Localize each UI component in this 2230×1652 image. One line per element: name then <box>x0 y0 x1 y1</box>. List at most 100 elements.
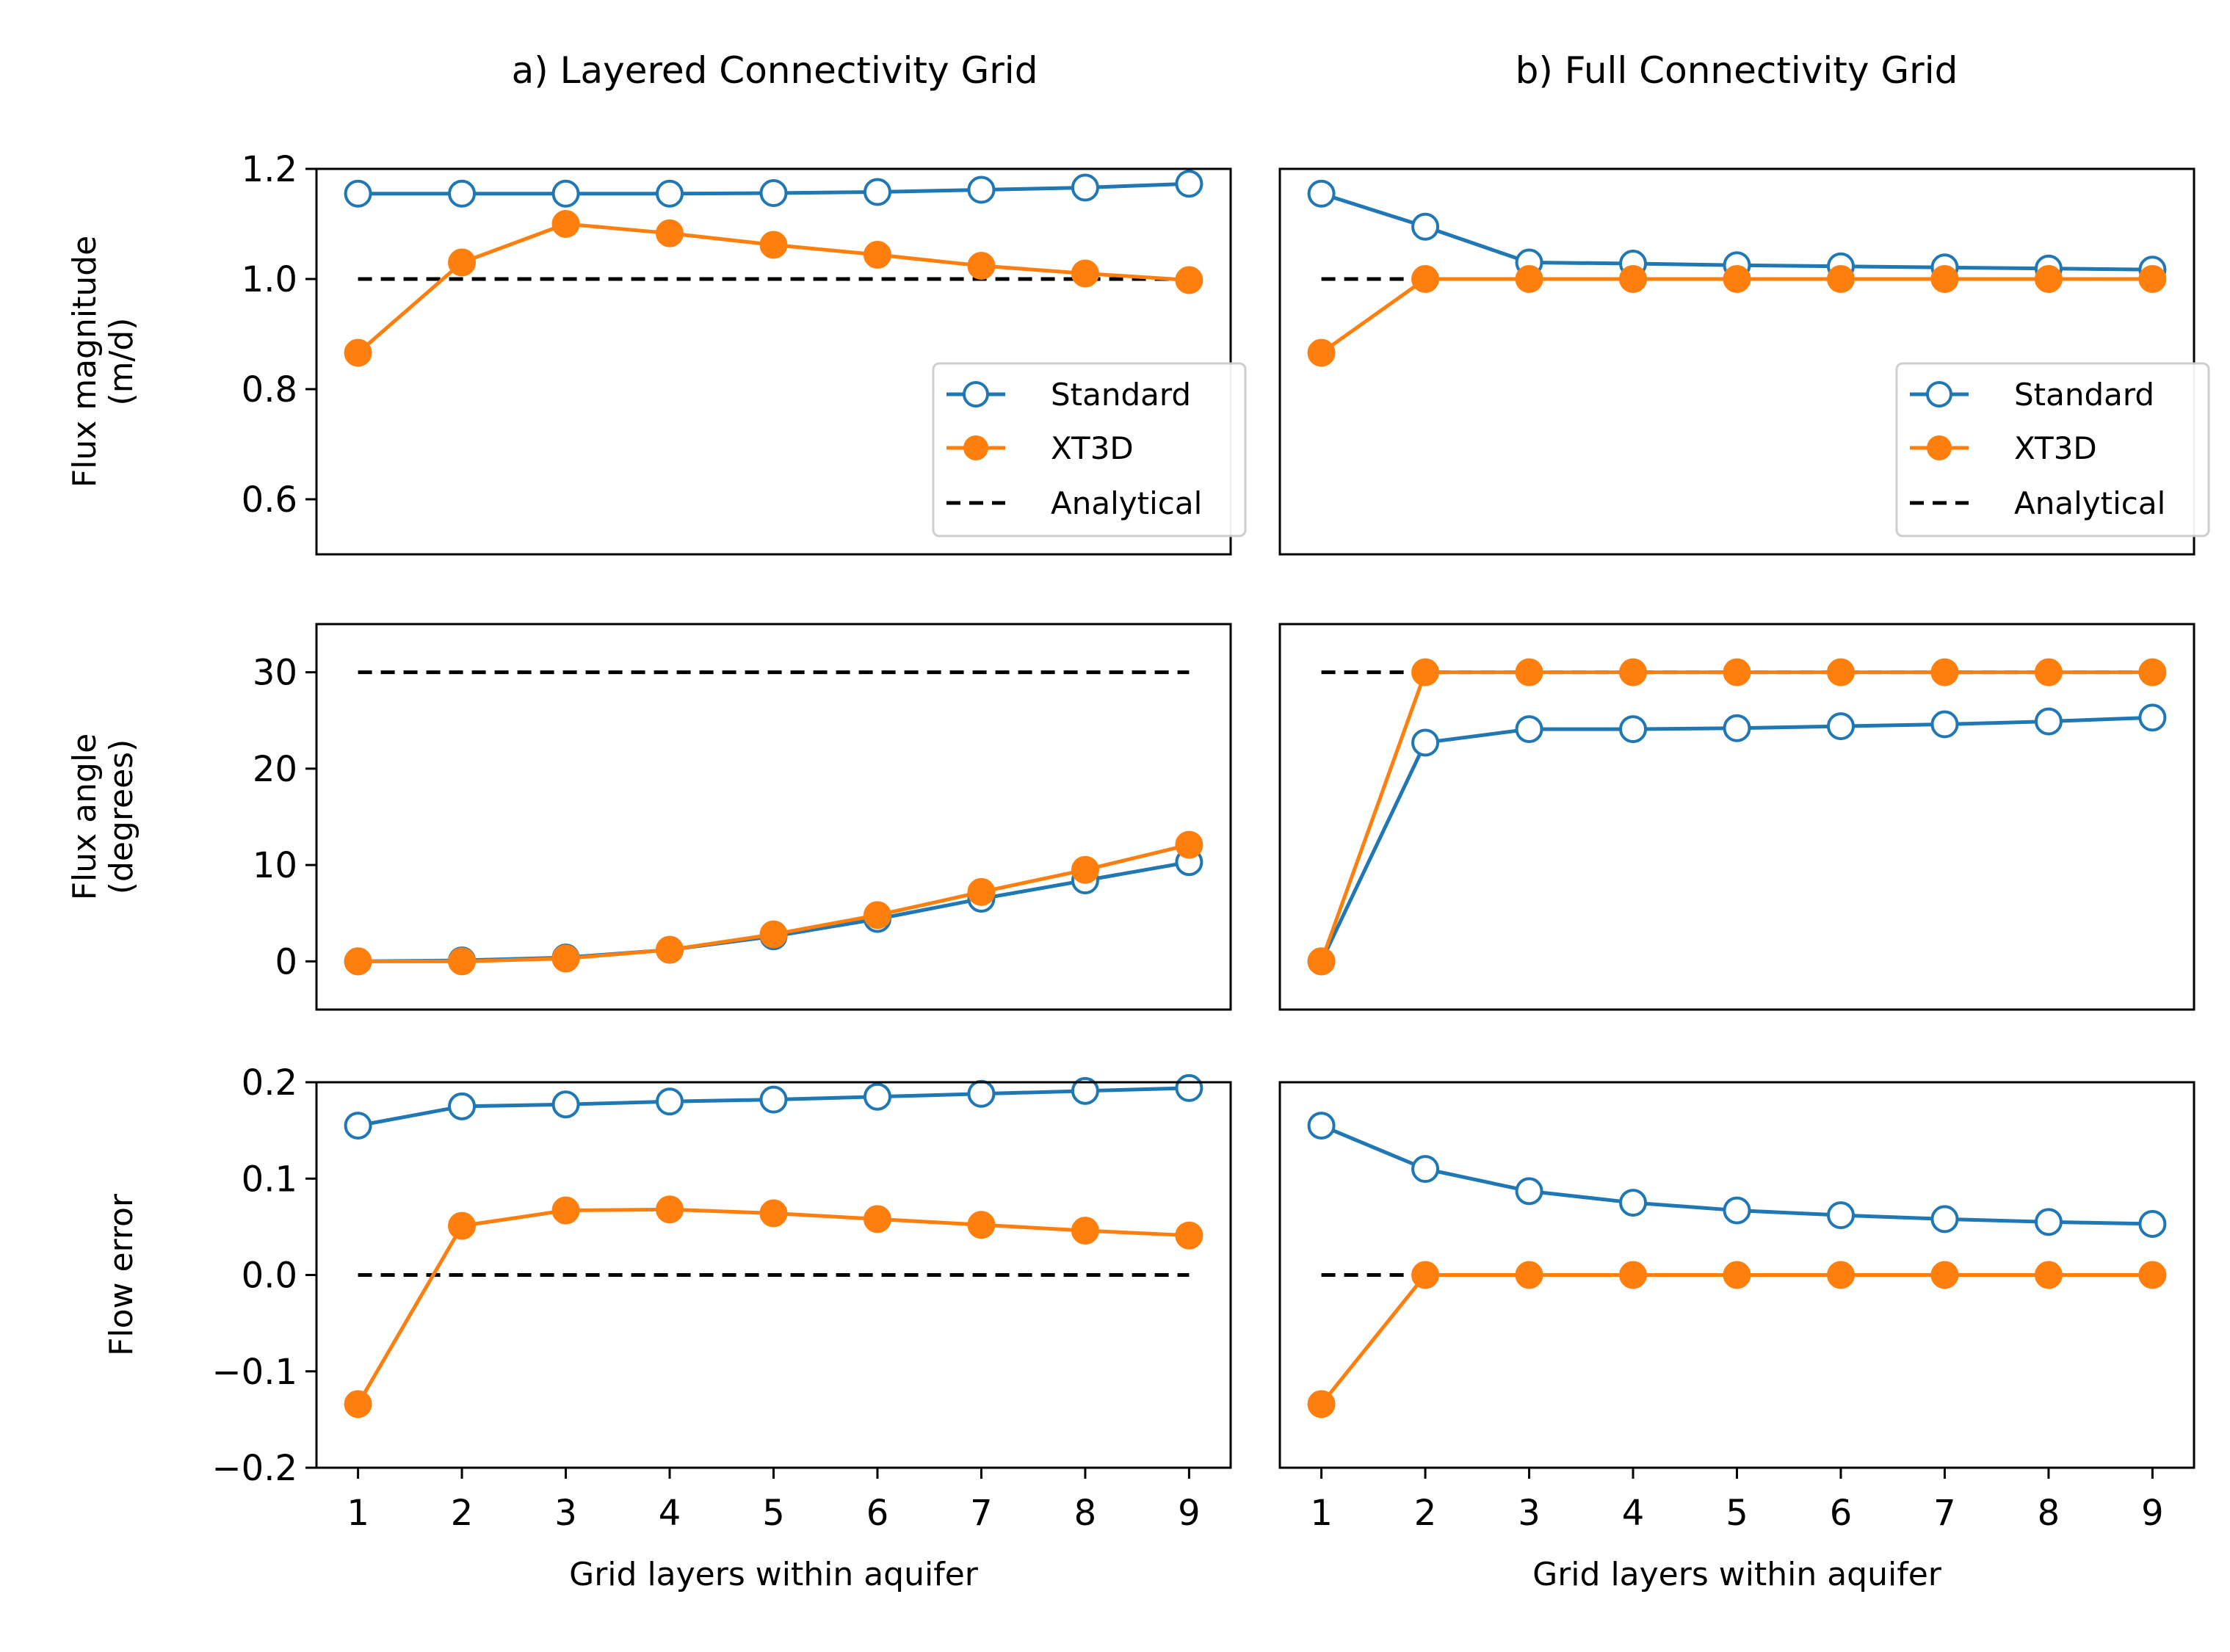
panel-frame <box>1278 1081 2195 1469</box>
standard-point <box>863 1082 891 1111</box>
standard-point <box>1411 212 1440 241</box>
standard-point <box>1515 1177 1543 1206</box>
legend: Standard XT3D Analytical <box>932 362 1247 537</box>
standard-point <box>967 175 996 204</box>
standard-point <box>1175 170 1203 198</box>
column-title-b: b) Full Connectivity Grid <box>1516 49 1958 92</box>
x-tick-label: 7 <box>970 1493 993 1534</box>
xt3d-point <box>967 877 996 906</box>
standard-point <box>1826 712 1855 741</box>
xt3d-point <box>1930 658 1959 686</box>
x-tick-label: 4 <box>1622 1493 1645 1534</box>
xt3d-point <box>1411 658 1440 686</box>
standard-point <box>656 1087 684 1116</box>
legend-standard-label: Standard <box>1051 377 1191 413</box>
xt3d-point <box>1826 265 1855 293</box>
y-axis-label-line: Flux magnitude <box>66 236 104 488</box>
x-tick-label: 1 <box>347 1493 369 1534</box>
xt3d-point <box>2034 658 2063 686</box>
x-tick-label: 2 <box>1414 1493 1437 1534</box>
x-tick-label: 8 <box>1074 1493 1097 1534</box>
x-tick-label: 5 <box>1726 1493 1748 1534</box>
legend: Standard XT3D Analytical <box>1895 362 2210 537</box>
legend-analytical-label: Analytical <box>2014 485 2165 521</box>
y-tick-label: 10 <box>253 845 297 886</box>
standard-point <box>1930 1205 1959 1233</box>
xt3d-point <box>656 1195 684 1224</box>
xt3d-point <box>967 1211 996 1239</box>
xt3d-point <box>1515 1261 1543 1289</box>
xt3d-point <box>448 1211 477 1240</box>
panel-frame <box>315 167 1232 556</box>
standard-point <box>344 1112 372 1140</box>
xt3d-point <box>344 947 372 976</box>
panel-frame <box>1278 623 2195 1011</box>
x-tick-label: 8 <box>2038 1493 2060 1534</box>
standard-point <box>2034 1208 2063 1236</box>
xt3d-point <box>1930 1261 1959 1289</box>
legend-standard-marker <box>963 381 989 407</box>
x-axis-label: Grid layers within aquifer <box>569 1556 979 1593</box>
panel-r1-c1: 0.6 0.8 1.0 1.2 Flux magnitude(m/d) Standard X… <box>66 149 1247 556</box>
y-tick-label: 0.1 <box>242 1159 297 1200</box>
xt3d-point <box>759 1199 788 1228</box>
panels-group: 0.6 0.8 1.0 1.2 Flux magnitude(m/d) Standard X… <box>66 149 2210 1593</box>
xt3d-point <box>344 338 372 367</box>
x-tick-label: 3 <box>1518 1493 1541 1534</box>
xt3d-point <box>967 252 996 280</box>
y-tick-label: 0 <box>275 941 297 982</box>
xt3d-point <box>1619 1261 1648 1289</box>
standard-point <box>1307 179 1336 208</box>
standard-point <box>967 1079 996 1108</box>
x-axis-label: Grid layers within aquifer <box>1532 1556 1942 1593</box>
standard-point <box>1071 1076 1099 1105</box>
xt3d-point <box>1723 658 1751 686</box>
standard-point <box>1411 728 1440 757</box>
standard-point <box>1930 710 1959 739</box>
standard-point <box>1826 1201 1855 1230</box>
panel-frame <box>1278 167 2195 556</box>
xt3d-point <box>1515 658 1543 686</box>
y-axis-label-line: Flow error <box>103 1193 140 1356</box>
panel-r2-c2 <box>1278 623 2195 1011</box>
legend-xt3d-marker <box>1927 435 1952 460</box>
standard-point <box>1723 1196 1751 1225</box>
xt3d-point <box>448 947 477 976</box>
xt3d-point <box>344 1390 372 1419</box>
xt3d-point <box>1619 265 1648 293</box>
xt3d-point <box>551 210 580 238</box>
panel-r3-c1: −0.2 −0.1 0.0 0.1 0.2 1 2 3 4 5 6 7 8 9 Grid layers wi… <box>103 1062 1232 1593</box>
y-tick-label: 0.8 <box>242 369 297 410</box>
y-axis-label-line: (degrees) <box>103 739 140 894</box>
xt3d-point <box>1619 658 1648 686</box>
panel-r2-c1: 0 10 20 30 Flux angle(degrees) <box>66 623 1232 1011</box>
xt3d-point <box>1175 266 1203 294</box>
xt3d-point <box>1826 1261 1855 1289</box>
standard-point <box>1175 1073 1203 1102</box>
x-tick-label: 6 <box>866 1493 889 1534</box>
xt3d-point <box>1723 265 1751 293</box>
standard-point <box>2034 707 2063 736</box>
standard-point <box>1619 1189 1648 1217</box>
xt3d-point <box>656 219 684 247</box>
xt3d-point <box>1307 338 1336 367</box>
y-axis-label-line: Flux angle <box>66 733 104 901</box>
legend-xt3d-label: XT3D <box>2014 430 2097 466</box>
y-axis-label: Flow error <box>103 1193 140 1356</box>
xt3d-point <box>863 901 891 930</box>
y-axis-label: Flux magnitude(m/d) <box>66 236 140 488</box>
y-tick-label: 0.6 <box>242 479 297 521</box>
y-axis-label-line: (m/d) <box>103 318 140 406</box>
xt3d-point <box>2034 1261 2063 1289</box>
x-tick-label: 9 <box>2141 1493 2164 1534</box>
xt3d-point <box>2138 658 2167 686</box>
x-tick-label: 5 <box>762 1493 785 1534</box>
xt3d-point <box>2034 265 2063 293</box>
y-axis-label: Flux angle(degrees) <box>66 733 140 901</box>
xt3d-point <box>1826 658 1855 686</box>
xt3d-point <box>551 1196 580 1225</box>
standard-point <box>448 1092 477 1120</box>
standard-point <box>1411 1155 1440 1184</box>
